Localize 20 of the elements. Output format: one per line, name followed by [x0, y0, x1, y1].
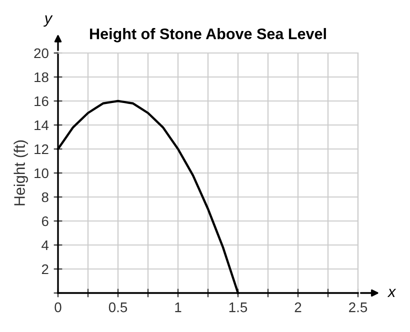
y-tick-label: 2	[42, 264, 48, 274]
x-tick-label: 1	[175, 302, 182, 312]
y-tick-label: 4	[42, 240, 49, 250]
chart-title: Height of Stone Above Sea Level	[90, 28, 326, 42]
y-tick-label: 10	[34, 168, 48, 178]
y-tick-label: 12	[34, 144, 48, 154]
x-tick-label: 1.5	[229, 302, 248, 312]
x-tick-label: 2.5	[349, 302, 368, 312]
x-tick-label: 0	[54, 302, 62, 312]
x-tick-label: 0.5	[108, 302, 128, 312]
y-tick-label: 6	[42, 216, 48, 226]
x-axis-title: x	[387, 288, 396, 297]
y-axis-title: Height (ft)	[14, 140, 28, 206]
x-tick-label: 2	[294, 302, 302, 312]
y-tick-label: 16	[34, 96, 48, 106]
text: y	[43, 15, 53, 27]
y-tick-label: 8	[42, 192, 48, 202]
y-tick-label: 18	[34, 72, 48, 82]
y-tick-label: 20	[34, 48, 48, 58]
y-tick-label: 14	[34, 120, 49, 130]
